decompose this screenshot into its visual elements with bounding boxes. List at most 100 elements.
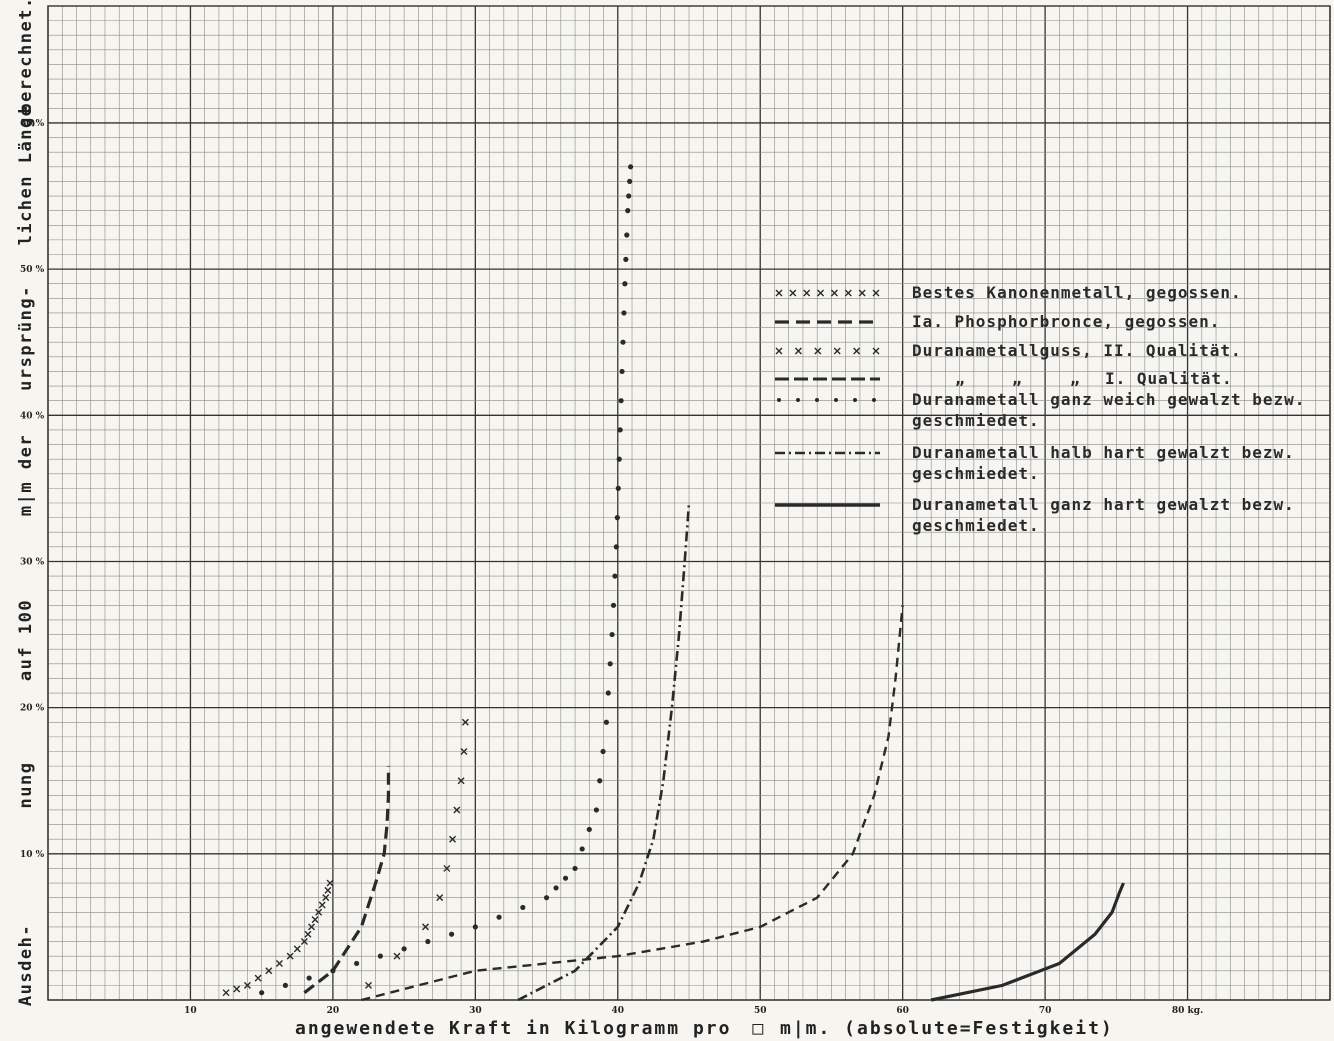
series-point	[443, 864, 451, 872]
x-axis-label-part-1: angewendete Kraft in Kilogramm pro	[295, 1018, 731, 1039]
series-point	[623, 256, 629, 262]
legend-label-line-1: Duranametall ganz weich gewalzt bezw.	[912, 390, 1305, 409]
series-point	[457, 777, 465, 785]
legend-label: Duranametall ganz weich gewalzt bezw. ges…	[912, 390, 1305, 430]
series-point	[365, 981, 372, 989]
series-point	[612, 573, 618, 579]
legend-entry: Bestes Kanonenmetall, gegossen.	[775, 283, 1242, 302]
series-6	[930, 882, 1125, 1002]
series-point	[614, 515, 620, 521]
legend-swatch-point	[777, 398, 781, 402]
x-axis-label: angewendete Kraft in Kilogramm pro □ m|m…	[295, 1018, 1114, 1039]
legend-ditto-mark: „	[1012, 369, 1023, 388]
series-line	[517, 502, 691, 1002]
series-0	[222, 879, 334, 997]
series-point	[617, 427, 623, 433]
series-point	[304, 930, 312, 938]
series-point	[425, 938, 431, 945]
series-point	[610, 602, 617, 608]
series-point	[613, 544, 619, 550]
legend-swatch-point	[853, 398, 857, 402]
legend-swatch-point	[844, 289, 852, 297]
series-point	[572, 865, 578, 872]
x-axis-label-part-2: m|m. (absolute=Festigkeit)	[780, 1018, 1114, 1039]
series-point	[496, 914, 502, 920]
legend-swatch-point	[853, 347, 861, 355]
series-point	[259, 990, 265, 996]
legend-swatch-point	[834, 398, 838, 402]
legend-label: Duranametall halb hart gewalzt bezw. gesc…	[912, 443, 1295, 483]
series-point	[265, 967, 273, 975]
legend-label-line-2: geschmiedet.	[912, 516, 1040, 535]
series-point	[620, 339, 626, 345]
series-point	[603, 719, 609, 725]
series-5	[517, 502, 691, 1002]
y-tick-label: 40 %	[20, 411, 45, 421]
legend-label-line-2: geschmiedet.	[912, 464, 1040, 483]
series-3	[361, 605, 904, 1002]
y-tick-label: 10 %	[20, 850, 45, 860]
x-tick-label: 60	[896, 1006, 909, 1016]
y-axis-label-segment: m|m der	[16, 434, 36, 516]
series-2	[365, 718, 469, 989]
series-point	[254, 974, 262, 982]
y-tick-label: 20 %	[20, 704, 45, 714]
series-point	[625, 208, 631, 214]
series-point	[393, 952, 401, 960]
series-point	[401, 946, 407, 952]
series-point	[354, 960, 360, 967]
series-point	[300, 938, 308, 946]
series-point	[616, 456, 622, 462]
legend-swatch-point	[830, 289, 838, 297]
legend: Bestes Kanonenmetall, gegossen. Ia. Phosp…	[775, 283, 1305, 535]
series-point	[322, 894, 330, 902]
y-axis-label-segment: nung	[16, 762, 36, 809]
legend-entry: Ia. Phosphorbronce, gegossen.	[775, 312, 1219, 331]
y-tick-label: 30 %	[20, 557, 45, 567]
series-line	[361, 605, 904, 1002]
legend-label: Bestes Kanonenmetall, gegossen.	[912, 283, 1242, 302]
y-axis-label-segment: auf 100	[16, 599, 36, 681]
legend-label: Duranametallguss, II. Qualität.	[912, 341, 1242, 360]
legend-ditto-mark: „	[1070, 369, 1081, 388]
series-point	[306, 975, 312, 981]
legend-swatch-point	[858, 289, 866, 297]
series-point	[619, 368, 625, 375]
legend-swatch-point	[789, 289, 797, 297]
y-axis-label-segment: lichen Länge	[16, 105, 36, 246]
series-point	[520, 904, 526, 911]
legend-swatch-point	[803, 289, 811, 297]
series-point	[315, 908, 323, 916]
series-point	[448, 931, 455, 937]
y-axis-label: Ausdeh-nung auf 100 m|m der ursprüng-lichen…	[16, 0, 36, 1006]
legend-entry: Duranametall ganz hart gewalzt bezw. gesc…	[775, 495, 1294, 535]
legend-swatch-point	[814, 347, 822, 355]
legend-swatch-point	[775, 289, 783, 297]
x-tick-label: 20	[327, 1006, 340, 1016]
series-point	[453, 806, 461, 814]
y-axis-label-segment: ursprüng-	[16, 285, 36, 391]
series-point	[275, 959, 283, 967]
series-point	[609, 631, 615, 638]
legend-swatch-point	[794, 347, 802, 355]
legend-swatch-point	[775, 347, 783, 355]
series-point	[624, 232, 630, 238]
series-point	[222, 989, 230, 997]
legend-entry: „ „ „ I. Qualität.	[775, 369, 1232, 388]
series-point	[324, 886, 332, 894]
x-axis-ticks: 10 20 30 40 50 60 70 80 kg.	[184, 1006, 1203, 1016]
legend-ditto-mark: „	[955, 369, 966, 388]
series-point	[627, 178, 633, 185]
x-axis-label-box: □	[752, 1018, 765, 1039]
legend-entry: Duranametall halb hart gewalzt bezw. gesc…	[775, 443, 1295, 483]
series-point	[311, 916, 319, 924]
x-tick-label: 80 kg.	[1172, 1006, 1203, 1016]
series-point	[621, 310, 627, 316]
x-tick-label: 70	[1039, 1006, 1052, 1016]
series-point	[600, 748, 606, 755]
series-point	[605, 690, 611, 696]
series-point	[421, 923, 429, 931]
legend-swatch-point	[833, 347, 841, 355]
series-point	[627, 164, 634, 170]
legend-swatch-point	[817, 289, 825, 297]
